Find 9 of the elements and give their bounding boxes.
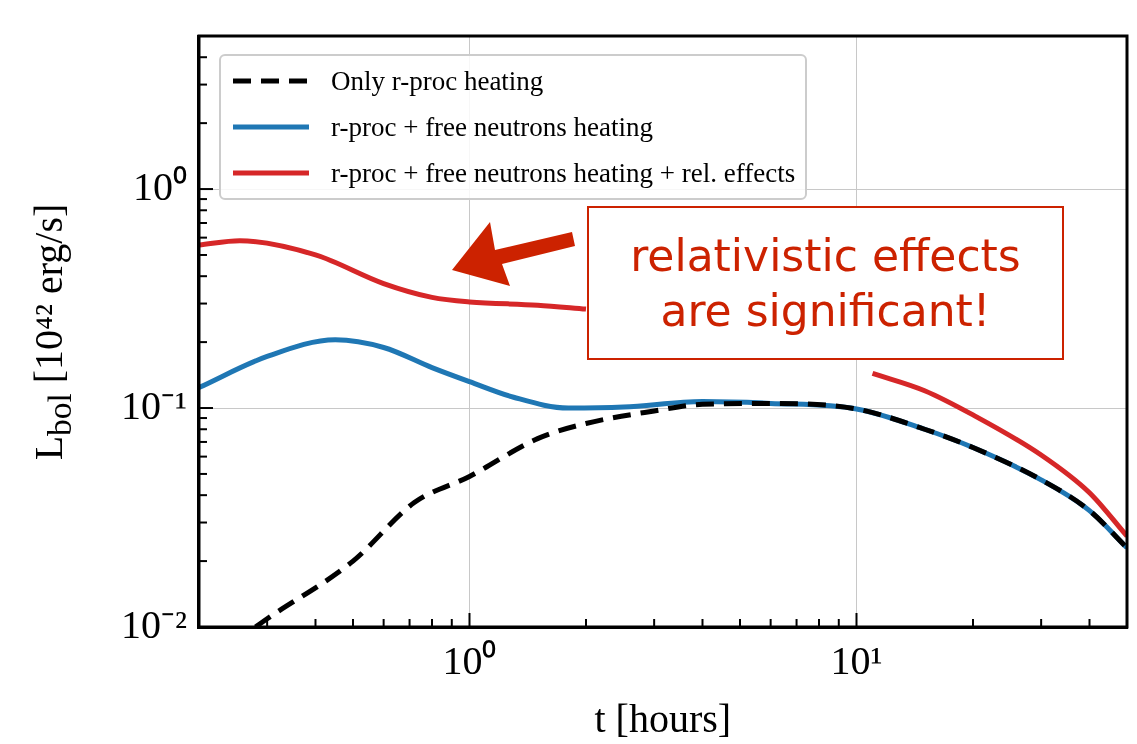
x-tick-label: 10¹ [830,637,883,683]
legend-label: Only r-proc heating [330,65,544,97]
legend-label: r-proc + free neutrons heating + rel. effects [330,157,796,189]
y-tick-label: 10⁻² [120,601,187,647]
y-tick-label: 10⁻¹ [120,382,187,428]
legend-label: r-proc + free neutrons heating [330,111,654,143]
x-axis-title: t [hours] [594,695,732,742]
y-tick-label: 10⁰ [132,163,187,209]
annotation: relativistic effects are significant! [587,206,1064,360]
